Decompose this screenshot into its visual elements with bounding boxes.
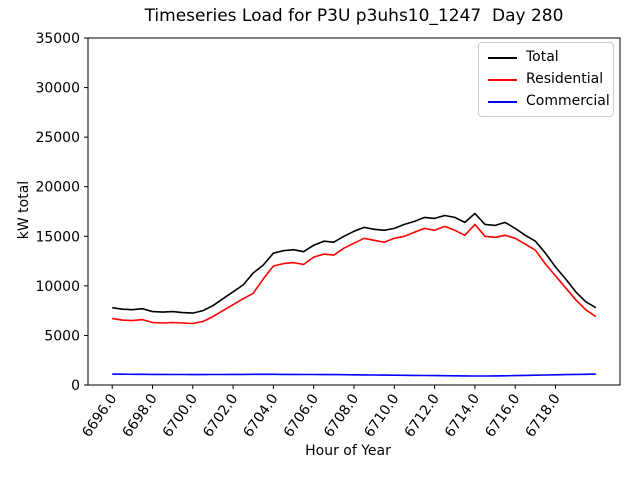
x-tick-label: 6712.0	[402, 391, 443, 440]
x-tick-label: 6700.0	[160, 391, 201, 440]
commercial-line-sample	[488, 100, 517, 103]
x-tick-label: 6708.0	[321, 391, 362, 440]
x-tick-label: 6696.0	[79, 391, 120, 440]
legend-entry-total: Total	[488, 50, 604, 65]
series-line-total	[112, 212, 597, 314]
y-tick-label: 30000	[35, 81, 80, 97]
y-tick-label: 20000	[35, 180, 80, 196]
y-tick-label: 5000	[44, 328, 80, 344]
legend-label-residential: Residential	[526, 71, 604, 87]
x-tick-label: 6714.0	[442, 391, 483, 440]
legend-label-total: Total	[526, 49, 559, 65]
series-line-commercial	[112, 373, 596, 377]
x-tick-label: 6710.0	[361, 391, 402, 440]
y-tick-label: 10000	[35, 279, 80, 295]
y-tick-label: 0	[71, 378, 80, 394]
legend-label-commercial: Commercial	[526, 93, 610, 109]
legend-entry-commercial: Commercial	[488, 94, 610, 109]
legend-entry-residential: Residential	[488, 72, 604, 87]
x-tick-label: 6702.0	[200, 391, 241, 440]
x-tick-label: 6706.0	[281, 391, 322, 440]
x-tick-label: 6718.0	[523, 391, 564, 440]
x-axis-label: Hour of Year	[305, 443, 391, 459]
y-tick-label: 35000	[35, 31, 80, 47]
residential-line-sample	[488, 78, 517, 81]
x-tick-label: 6716.0	[482, 391, 523, 440]
total-line-sample	[488, 56, 517, 59]
y-tick-label: 15000	[35, 229, 80, 245]
legend: Total Residential Commercial	[478, 42, 614, 117]
y-tick-label: 25000	[35, 130, 80, 146]
chart-title: Timeseries Load for P3U p3uhs10_1247 Day…	[144, 6, 564, 26]
x-tick-label: 6704.0	[240, 391, 281, 440]
x-tick-label: 6698.0	[120, 391, 161, 440]
series-line-residential	[112, 223, 597, 325]
